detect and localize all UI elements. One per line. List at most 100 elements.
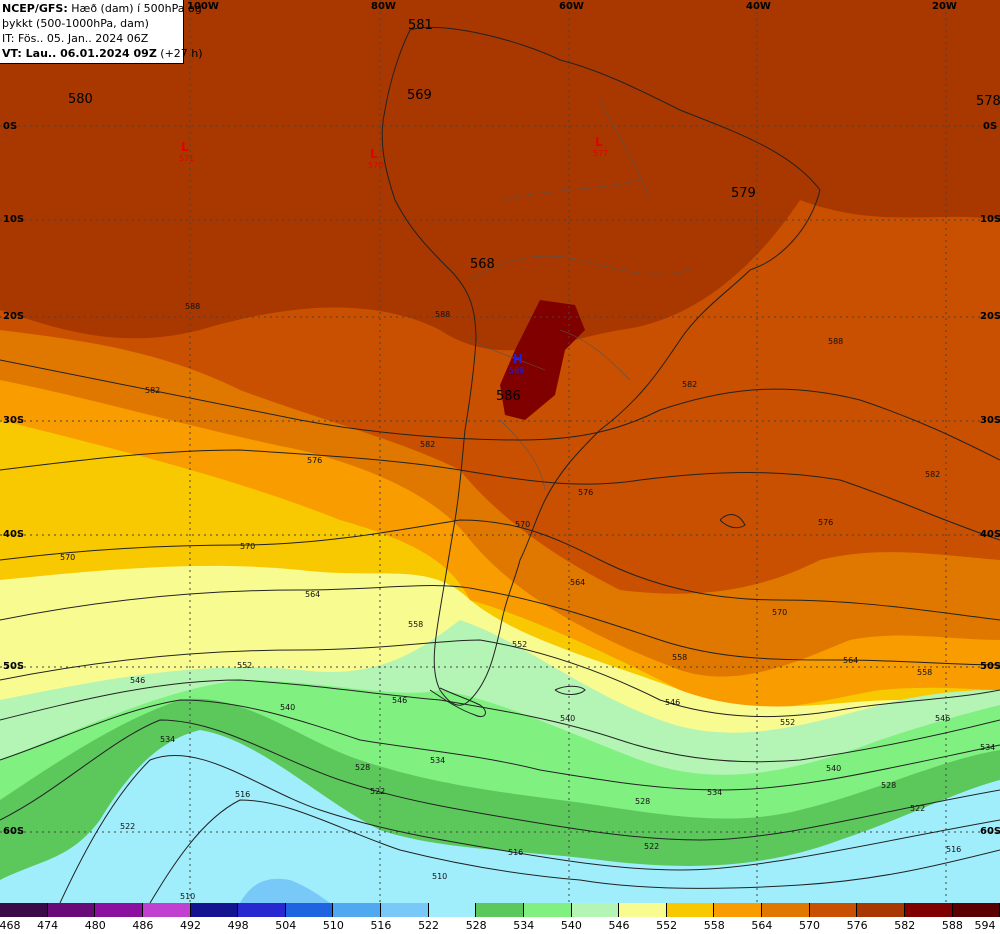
map-header: NCEP/GFS: Hæð (dam) í 500hPa og þykkt (5… (0, 0, 203, 64)
band-522-528 (240, 878, 330, 903)
contour-label: 558 (672, 653, 688, 662)
color-legend-swatch (0, 903, 48, 917)
lat-label-left-60s: 60S (3, 826, 25, 837)
height-center-label: 568 (470, 257, 495, 272)
height-center-label: 579 (731, 186, 756, 201)
low-letter: L (370, 147, 378, 161)
lat-label-right-20s: 20S (980, 311, 1000, 322)
band-528-534 (0, 730, 1000, 903)
color-legend-swatch (190, 903, 239, 917)
contour-label: 546 (130, 676, 146, 685)
contour-label: 558 (917, 668, 933, 677)
borders (469, 99, 691, 491)
contour-label: 552 (780, 718, 796, 727)
lat-label-right-30s: 30S (980, 415, 1000, 426)
color-legend-swatch (619, 903, 667, 917)
color-legend-label: 564 (751, 919, 773, 932)
contour-label: 534 (430, 756, 446, 765)
contour-label: 582 (925, 470, 941, 479)
low-letter: L (181, 140, 189, 154)
color-legend-swatch (476, 903, 524, 917)
color-legend-label: 570 (799, 919, 821, 932)
high-marker: H 589 (509, 352, 524, 375)
color-legend-label: 498 (227, 919, 249, 932)
color-legend-swatch (714, 903, 762, 917)
lon-label-20w: 20W (932, 1, 957, 12)
color-legend-label: 546 (608, 919, 630, 932)
contour-label: 588 (185, 302, 201, 311)
color-legend: 468 474 480 486 492 498 504 510 516 522 528 534 540 5… (0, 903, 1000, 934)
contour-label: 528 (881, 781, 897, 790)
lat-label-right-60s: 60S (980, 826, 1000, 837)
contour-label: 576 (578, 488, 594, 497)
contour-label: 510 (432, 872, 448, 881)
height-center-label: 580 (68, 92, 93, 107)
lat-label-right-40s: 40S (980, 529, 1000, 540)
color-legend-label: 552 (656, 919, 678, 932)
contour-label: 588 (435, 310, 451, 319)
lat-label-left-50s: 50S (3, 661, 25, 672)
contour-label: 582 (145, 386, 161, 395)
lat-label-left-20s: 20S (3, 311, 25, 322)
contour-label: 576 (307, 456, 323, 465)
contour-label: 540 (560, 714, 576, 723)
height-center-label: 569 (407, 88, 432, 103)
color-legend-label: 540 (560, 919, 582, 932)
contour-label: 522 (370, 787, 386, 796)
lat-label-left-30s: 30S (3, 415, 25, 426)
contour-label: 522 (644, 842, 660, 851)
contour-label: 522 (910, 804, 926, 813)
color-legend-swatch (381, 903, 429, 917)
color-legend-swatch (904, 903, 953, 917)
contour-label: 528 (635, 797, 651, 806)
thickness-field (0, 0, 1000, 903)
low-marker: L 577 (593, 135, 609, 158)
color-legend-label: 582 (894, 919, 916, 932)
header-subtitle: þykkt (500-1000hPa, dam) (2, 17, 149, 30)
color-legend-label: 558 (703, 919, 725, 932)
contour-label: 558 (408, 620, 424, 629)
contour-label: 516 (946, 845, 962, 854)
low-letter: L (595, 135, 603, 149)
color-legend-label: 534 (513, 919, 535, 932)
low-value: 570 (368, 161, 384, 170)
contour-label: 564 (305, 590, 321, 599)
color-legend-label: 474 (37, 919, 59, 932)
header-valid-time: VT: Lau.. 06.01.2024 09Z (2, 47, 157, 60)
contour-label: 570 (60, 553, 76, 562)
height-center-label: 578 (976, 94, 1000, 109)
color-legend-label: 522 (418, 919, 440, 932)
color-legend-label: 594 (974, 919, 996, 932)
color-legend-label: 504 (275, 919, 297, 932)
color-legend-swatch (762, 903, 810, 917)
contour-label: 570 (240, 542, 256, 551)
contour-label: 534 (707, 788, 723, 797)
coastline (381, 26, 821, 718)
lon-label-80w: 80W (371, 1, 396, 12)
lon-label-100w: 100W (187, 1, 219, 12)
lat-label-left-10s: 10S (3, 214, 25, 225)
color-legend-label: 486 (132, 919, 154, 932)
lat-label-right-0s: 0S (983, 121, 998, 132)
contour-label: 546 (935, 714, 951, 723)
contour-label: 564 (570, 578, 586, 587)
color-legend-label: 516 (370, 919, 392, 932)
contour-label: 552 (512, 640, 528, 649)
color-legend-label: 468 (0, 919, 21, 932)
contour-label: 546 (392, 696, 408, 705)
header-model: NCEP/GFS: (2, 2, 68, 15)
low-marker: L 570 (368, 147, 384, 170)
low-value: 571 (179, 154, 195, 163)
header-lead: (+27 h) (156, 47, 203, 60)
color-legend-swatch (952, 903, 1000, 917)
contour-label: 540 (280, 703, 296, 712)
contour-label: 528 (355, 763, 371, 772)
contour-label: 516 (235, 790, 251, 799)
color-legend-swatch (95, 903, 143, 917)
height-contours (0, 359, 1000, 903)
graticule (0, 0, 1000, 903)
low-value: 577 (593, 149, 609, 158)
lat-label-left-40s: 40S (3, 529, 25, 540)
header-init-time: IT: Fös.. 05. Jan.. 2024 06Z (2, 32, 149, 45)
contour-label: 540 (826, 764, 842, 773)
